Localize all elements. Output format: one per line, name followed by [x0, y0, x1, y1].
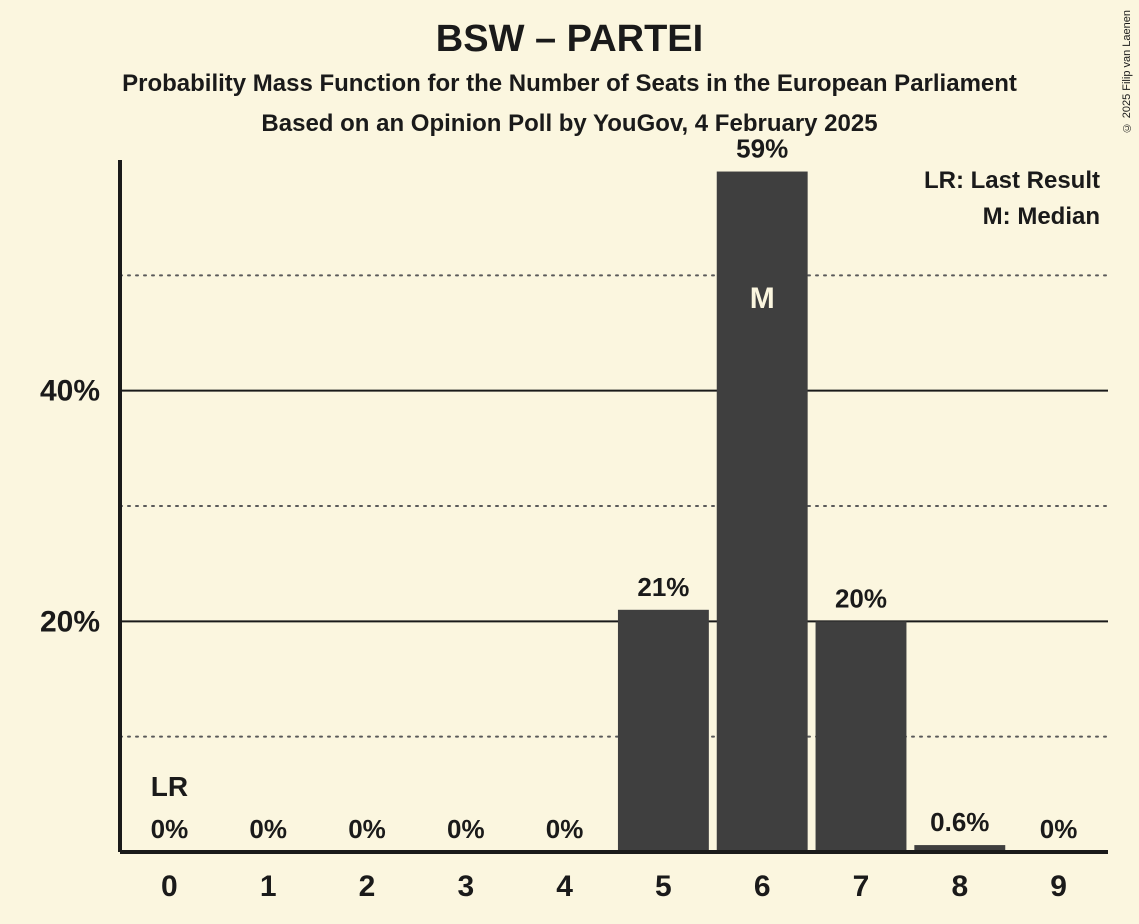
bar-value-label: 0.6%	[930, 807, 989, 837]
median-marker: M	[750, 282, 775, 315]
bar-chart: 20%40%0%00%10%20%30%421%559%620%70.6%80%…	[0, 0, 1139, 924]
bar-value-label: 20%	[835, 583, 887, 613]
bar-value-label: 0%	[249, 814, 287, 844]
legend-median: M: Median	[983, 203, 1100, 230]
x-tick-label: 5	[655, 870, 672, 903]
x-tick-label: 3	[457, 870, 474, 903]
y-tick-label: 40%	[40, 375, 100, 408]
x-tick-label: 4	[556, 870, 573, 903]
bar	[618, 610, 709, 852]
chart-subtitle-1: Probability Mass Function for the Number…	[0, 70, 1139, 98]
bar-value-label: 0%	[447, 814, 485, 844]
bar-value-label: 21%	[637, 572, 689, 602]
x-tick-label: 1	[260, 870, 277, 903]
y-tick-label: 20%	[40, 605, 100, 638]
legend-lr: LR: Last Result	[924, 167, 1100, 194]
chart-container: BSW – PARTEI Probability Mass Function f…	[0, 0, 1139, 924]
bar-value-label: 0%	[348, 814, 386, 844]
bar-value-label: 0%	[546, 814, 584, 844]
x-tick-label: 6	[754, 870, 771, 903]
chart-subtitle-2: Based on an Opinion Poll by YouGov, 4 Fe…	[0, 110, 1139, 138]
bar	[717, 172, 808, 852]
copyright-text: © 2025 Filip van Laenen	[1121, 10, 1133, 133]
bar-value-label: 59%	[736, 134, 788, 164]
bar-value-label: 0%	[1040, 814, 1078, 844]
bar	[816, 621, 907, 852]
lr-marker: LR	[151, 771, 188, 802]
x-tick-label: 9	[1050, 870, 1067, 903]
x-tick-label: 8	[951, 870, 968, 903]
chart-title: BSW – PARTEI	[0, 18, 1139, 61]
x-tick-label: 0	[161, 870, 178, 903]
x-tick-label: 7	[853, 870, 870, 903]
x-tick-label: 2	[359, 870, 376, 903]
bar-value-label: 0%	[151, 814, 189, 844]
